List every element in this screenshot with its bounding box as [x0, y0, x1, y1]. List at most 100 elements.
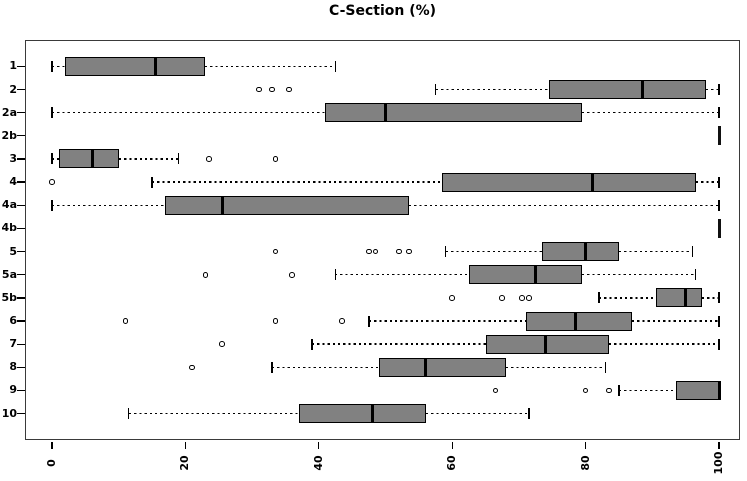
- whisker-cap: [618, 384, 620, 396]
- whisker-cap: [718, 315, 720, 327]
- x-tick-label: 20: [178, 455, 192, 471]
- whisker: [598, 297, 656, 299]
- outlier-point: [526, 295, 532, 301]
- x-tick-label: 80: [578, 455, 592, 471]
- degenerate-bar: [717, 218, 721, 238]
- y-tick: [17, 65, 25, 68]
- median-line: [370, 404, 374, 424]
- box: [378, 357, 506, 377]
- whisker-cap: [311, 338, 313, 350]
- y-tick: [17, 320, 25, 322]
- plot-area: [25, 40, 740, 440]
- y-tick-label: 4: [9, 175, 17, 189]
- y-tick-label: 8: [9, 360, 17, 374]
- box: [542, 242, 619, 262]
- whisker-cap: [434, 84, 437, 96]
- median-line: [544, 334, 548, 354]
- x-tick: [451, 441, 453, 449]
- outlier-point: [499, 295, 506, 301]
- outlier-point: [582, 387, 589, 394]
- whisker-cap: [604, 361, 607, 373]
- whisker: [582, 274, 696, 276]
- y-tick: [17, 297, 25, 299]
- x-tick: [184, 441, 187, 449]
- outlier-point: [289, 271, 295, 278]
- y-tick: [17, 181, 25, 183]
- y-tick-label: 3: [9, 151, 17, 165]
- whisker: [52, 111, 326, 114]
- outlier-point: [366, 248, 372, 255]
- plot-border: [25, 40, 740, 440]
- whisker: [408, 204, 719, 206]
- whisker-cap: [368, 315, 370, 327]
- box: [655, 288, 703, 308]
- box: [165, 195, 409, 215]
- outlier-point: [372, 248, 379, 255]
- x-tick-label: 100: [712, 451, 725, 475]
- outlier-point: [272, 318, 279, 324]
- y-tick: [17, 158, 25, 160]
- whisker-cap: [718, 176, 720, 188]
- degenerate-bar: [717, 126, 721, 146]
- y-tick-label: 7: [9, 337, 17, 351]
- whisker: [608, 343, 719, 345]
- box: [298, 404, 426, 424]
- whisker-cap: [691, 246, 694, 258]
- whisker: [205, 65, 336, 68]
- whisker: [52, 65, 66, 68]
- whisker-cap: [718, 338, 720, 350]
- x-tick-label: 60: [445, 455, 459, 471]
- median-line: [640, 80, 644, 100]
- median-line: [220, 195, 224, 215]
- whisker: [632, 320, 719, 322]
- median-line: [717, 380, 721, 400]
- box: [65, 56, 206, 76]
- x-tick: [318, 441, 320, 449]
- box: [442, 172, 696, 192]
- median-line: [424, 357, 428, 377]
- whisker-cap: [718, 199, 720, 211]
- outlier-point: [285, 86, 292, 93]
- whisker: [702, 297, 719, 299]
- whisker: [435, 88, 549, 91]
- whisker-cap: [528, 408, 530, 420]
- y-tick-label: 5b: [1, 290, 17, 304]
- y-tick-label: 10: [1, 406, 17, 420]
- median-line: [534, 265, 538, 285]
- median-line: [153, 56, 157, 76]
- whisker: [52, 158, 59, 160]
- outlier-point: [255, 86, 262, 93]
- whisker: [52, 204, 166, 206]
- y-tick: [17, 389, 25, 392]
- whisker-cap: [151, 176, 153, 188]
- y-tick: [17, 112, 25, 114]
- whisker: [505, 366, 606, 368]
- whisker: [705, 88, 719, 91]
- y-tick-label: 4a: [1, 198, 17, 212]
- box: [525, 311, 633, 331]
- y-tick: [17, 88, 25, 91]
- box: [468, 265, 583, 285]
- outlier-point: [189, 364, 195, 371]
- whisker-cap: [694, 269, 697, 281]
- median-line: [384, 103, 387, 123]
- outlier-point: [269, 86, 275, 93]
- outlier-point: [202, 271, 209, 278]
- whisker-cap: [271, 361, 273, 373]
- box: [58, 149, 119, 169]
- y-tick-label: 1: [9, 59, 17, 73]
- whisker: [618, 389, 676, 392]
- whisker-cap: [51, 107, 53, 119]
- whisker-cap: [334, 269, 337, 281]
- whisker: [618, 250, 693, 253]
- y-tick: [17, 343, 25, 345]
- outlier-point: [339, 318, 345, 324]
- box: [325, 103, 583, 123]
- y-tick-label: 4b: [1, 221, 17, 235]
- x-tick-label: 40: [311, 455, 325, 471]
- whisker: [312, 343, 486, 345]
- x-tick: [584, 441, 587, 449]
- y-tick-label: 2b: [1, 128, 17, 142]
- median-line: [684, 288, 688, 308]
